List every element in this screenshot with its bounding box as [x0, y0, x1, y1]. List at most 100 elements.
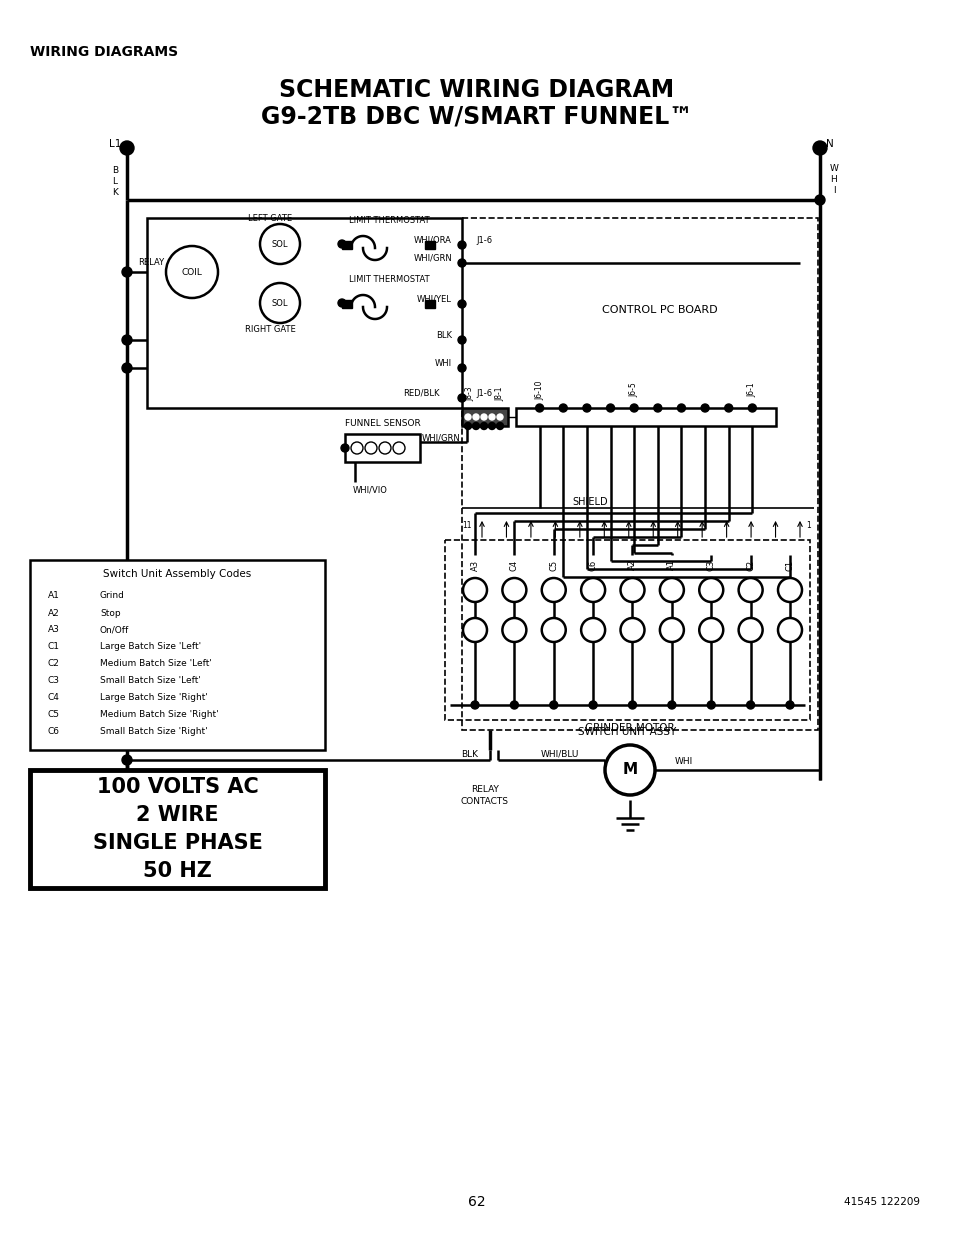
Text: C4: C4: [48, 694, 60, 703]
Circle shape: [747, 404, 756, 412]
Text: G9-2TB DBC W/SMART FUNNEL™: G9-2TB DBC W/SMART FUNNEL™: [261, 104, 692, 128]
Circle shape: [812, 141, 826, 156]
Text: C2: C2: [745, 559, 755, 571]
Circle shape: [699, 618, 722, 642]
Circle shape: [457, 394, 465, 403]
Circle shape: [630, 404, 638, 412]
Text: J8-3: J8-3: [465, 387, 474, 401]
Circle shape: [541, 578, 565, 601]
Text: Medium Batch Size 'Right': Medium Batch Size 'Right': [100, 710, 218, 720]
Circle shape: [746, 701, 754, 709]
Circle shape: [510, 701, 517, 709]
Text: K: K: [112, 188, 118, 196]
Text: WHI/GRN: WHI/GRN: [421, 433, 460, 442]
Circle shape: [120, 141, 133, 156]
Text: CONTROL PC BOARD: CONTROL PC BOARD: [601, 305, 717, 315]
Circle shape: [457, 364, 465, 372]
Text: A1: A1: [48, 592, 60, 600]
Circle shape: [619, 578, 644, 601]
Text: SOL: SOL: [272, 299, 288, 308]
Circle shape: [659, 578, 683, 601]
Text: A3: A3: [470, 559, 479, 571]
Circle shape: [502, 618, 526, 642]
Circle shape: [489, 414, 495, 420]
Text: C2: C2: [48, 659, 60, 668]
Circle shape: [604, 745, 655, 795]
Circle shape: [457, 300, 465, 308]
Circle shape: [260, 224, 299, 264]
Text: Large Batch Size 'Right': Large Batch Size 'Right': [100, 694, 208, 703]
Circle shape: [472, 422, 479, 430]
Bar: [424, 241, 435, 249]
Text: RELAY: RELAY: [471, 785, 498, 794]
Circle shape: [606, 404, 614, 412]
Bar: [339, 228, 437, 268]
Text: 100 VOLTS AC
2 WIRE
SINGLE PHASE
50 HZ: 100 VOLTS AC 2 WIRE SINGLE PHASE 50 HZ: [92, 777, 262, 881]
Circle shape: [457, 241, 465, 249]
Text: C6: C6: [588, 559, 597, 571]
Text: N: N: [825, 140, 833, 149]
Circle shape: [457, 336, 465, 345]
Text: C1: C1: [48, 642, 60, 652]
Circle shape: [724, 404, 732, 412]
Circle shape: [122, 335, 132, 345]
Circle shape: [365, 442, 376, 454]
Text: Small Batch Size 'Left': Small Batch Size 'Left': [100, 677, 201, 685]
Text: C3: C3: [48, 677, 60, 685]
Text: BLK: BLK: [436, 331, 452, 340]
Circle shape: [393, 442, 405, 454]
Text: 11: 11: [462, 521, 472, 531]
Circle shape: [549, 701, 558, 709]
Circle shape: [667, 701, 675, 709]
Circle shape: [337, 299, 346, 308]
Bar: [516, 408, 775, 426]
Circle shape: [122, 755, 132, 764]
Bar: [339, 287, 437, 327]
Circle shape: [497, 414, 502, 420]
Bar: [341, 241, 352, 249]
Text: 62: 62: [468, 1195, 485, 1209]
Text: J8-1: J8-1: [495, 387, 504, 401]
Bar: [30, 769, 325, 888]
Text: J6-5: J6-5: [629, 383, 638, 398]
Text: J1-6: J1-6: [476, 236, 492, 245]
Text: C4: C4: [509, 559, 518, 571]
Circle shape: [778, 618, 801, 642]
Text: RIGHT GATE: RIGHT GATE: [244, 325, 295, 333]
Text: GRINDER MOTOR: GRINDER MOTOR: [584, 722, 674, 734]
Circle shape: [378, 442, 391, 454]
Bar: [461, 219, 817, 730]
Circle shape: [706, 701, 715, 709]
Text: 41545 122209: 41545 122209: [843, 1197, 919, 1207]
Circle shape: [558, 404, 567, 412]
Text: LIMIT THERMOSTAT: LIMIT THERMOSTAT: [349, 215, 429, 225]
Circle shape: [580, 618, 604, 642]
Circle shape: [628, 701, 636, 709]
Text: L: L: [112, 177, 117, 185]
Text: CONTACTS: CONTACTS: [460, 798, 509, 806]
Text: C1: C1: [784, 559, 794, 571]
Bar: [30, 559, 325, 750]
Circle shape: [464, 422, 471, 430]
Text: SWITCH UNIT ASSY: SWITCH UNIT ASSY: [578, 727, 676, 737]
Circle shape: [122, 267, 132, 277]
Text: A3: A3: [48, 625, 60, 635]
Text: A1: A1: [667, 559, 676, 571]
Text: C3: C3: [706, 559, 715, 571]
Text: A2: A2: [48, 609, 60, 618]
Text: W: W: [829, 163, 838, 173]
Text: COIL: COIL: [181, 268, 202, 277]
Circle shape: [166, 246, 218, 298]
Text: J1-6: J1-6: [476, 389, 492, 398]
Text: L1: L1: [109, 140, 121, 149]
Text: LIMIT THERMOSTAT: LIMIT THERMOSTAT: [349, 274, 429, 284]
Text: WHI/GRN: WHI/GRN: [413, 253, 452, 263]
Circle shape: [464, 414, 471, 420]
Text: 1: 1: [805, 521, 810, 531]
Text: Small Batch Size 'Right': Small Batch Size 'Right': [100, 727, 208, 736]
Text: M: M: [621, 762, 637, 778]
Text: RED/BLK: RED/BLK: [403, 389, 439, 398]
Text: WIRING DIAGRAMS: WIRING DIAGRAMS: [30, 44, 178, 59]
Circle shape: [653, 404, 661, 412]
Circle shape: [619, 618, 644, 642]
